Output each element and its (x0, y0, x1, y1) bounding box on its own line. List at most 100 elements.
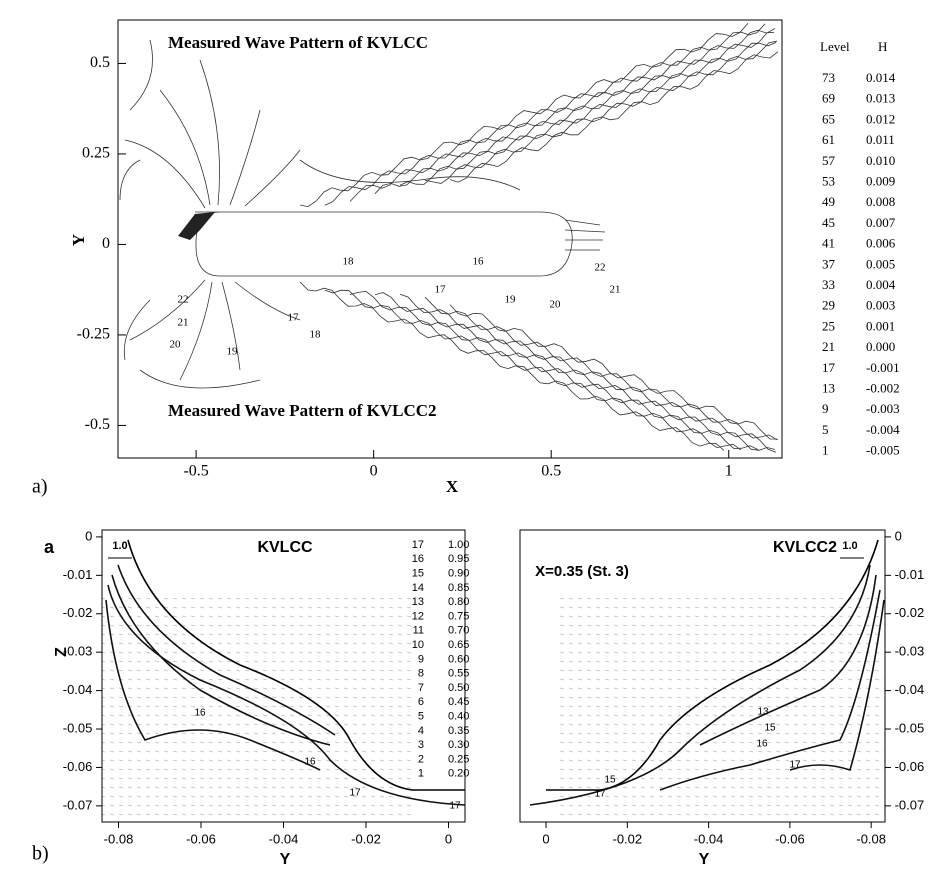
contour-label: 16 (756, 739, 768, 750)
legend-cell: 9 (822, 401, 829, 416)
y-tick-label: 0 (102, 235, 110, 252)
contour-line (124, 59, 301, 209)
legend-cell: -0.002 (866, 380, 900, 395)
legend-cell: 13 (412, 596, 424, 608)
legend-cell: 0.50 (448, 682, 469, 694)
contour-label: 16 (304, 757, 316, 768)
legend-cell: 1.00 (448, 539, 469, 551)
x-tick-label: -0.04 (694, 831, 724, 846)
y-tick-label: -0.03 (63, 644, 93, 659)
y-tick-label: -0.05 (895, 720, 925, 735)
legend-cell: 5 (418, 711, 424, 723)
contour-label: 17 (349, 788, 361, 799)
contour-label: 15 (764, 723, 776, 734)
contour-line (424, 296, 778, 441)
panel-title: Measured Wave Pattern of KVLCC (168, 33, 428, 52)
contour-line (449, 51, 779, 183)
contour-line (789, 599, 885, 772)
contour-line (105, 599, 321, 771)
contour-line (299, 22, 749, 208)
arrow-label: 1.0 (112, 540, 127, 552)
y-tick-label: -0.06 (895, 759, 925, 774)
legend-cell: 53 (822, 173, 835, 188)
legend-cell: 0.70 (448, 625, 469, 637)
contour-label: 17 (594, 789, 606, 800)
y-tick-label: -0.02 (63, 605, 93, 620)
panel-label: a) (32, 476, 48, 498)
legend-cell: 69 (822, 91, 835, 106)
legend-cell: 0.45 (448, 696, 469, 708)
vector-field (102, 598, 412, 822)
y-tick-label: 0 (895, 528, 902, 543)
legend-cell: 10 (412, 639, 424, 651)
legend-cell: 25 (822, 318, 835, 333)
legend-cell: 17 (822, 360, 836, 375)
x-tick-label: 0 (445, 831, 452, 846)
y-tick-label: -0.04 (895, 682, 925, 697)
x-tick-label: 0 (542, 831, 549, 846)
contour-label: 13 (757, 707, 769, 718)
legend-cell: 0.60 (448, 653, 469, 665)
x-tick-label: -0.08 (856, 831, 886, 846)
arrow-label: 1.0 (842, 540, 857, 552)
contour-label: 15 (604, 775, 616, 786)
legend-header: H (878, 39, 887, 54)
x-tick-label: -0.02 (612, 831, 642, 846)
x-axis-label: X (446, 477, 459, 496)
legend-cell: 12 (412, 610, 424, 622)
contour-line (699, 574, 877, 746)
x-tick-label: 0 (370, 463, 378, 480)
legend-cell: 0.000 (866, 339, 895, 354)
legend-cell: 65 (822, 111, 835, 126)
contour-label: 22 (595, 262, 606, 274)
legend-header: Level (820, 39, 850, 54)
legend-cell: 2 (418, 753, 424, 765)
legend-cell: 8 (418, 668, 424, 680)
legend-cell: 49 (822, 194, 835, 209)
vector-field (560, 598, 885, 822)
bow-wave (178, 212, 215, 240)
contour-label: 17 (789, 760, 801, 771)
y-tick-label: -0.07 (63, 797, 93, 812)
legend-cell: 14 (412, 582, 424, 594)
hull-section (546, 539, 879, 791)
x-tick-label: -0.02 (351, 831, 381, 846)
y-tick-label: -0.01 (895, 567, 925, 582)
legend-cell: 9 (418, 653, 424, 665)
legend-cell: -0.005 (866, 443, 900, 458)
contour-line (424, 40, 778, 184)
legend-cell: 41 (822, 236, 835, 251)
panel-label: b) (32, 843, 49, 865)
contour-line (324, 289, 742, 451)
panel-title: KVLCC (257, 539, 313, 556)
legend-cell: 0.004 (866, 277, 896, 292)
x-axis-label: Y (699, 851, 710, 868)
x-tick-label: 0.5 (541, 463, 561, 480)
contour-line (399, 293, 777, 453)
legend-cell: 37 (822, 256, 836, 271)
legend-cell: 0.25 (448, 753, 469, 765)
legend-cell: 15 (412, 568, 424, 580)
legend-cell: 0.001 (866, 318, 895, 333)
contour-line (449, 304, 779, 440)
contour-line (324, 23, 766, 206)
y-tick-label: -0.07 (895, 797, 925, 812)
y-tick-label: 0.25 (82, 145, 110, 162)
legend-cell: 13 (822, 380, 835, 395)
contour-label: 17 (449, 801, 461, 812)
station-label: X=0.35 (St. 3) (535, 563, 629, 580)
contour-line (399, 42, 777, 186)
contour-label: 17 (288, 312, 300, 324)
legend-cell: 0.20 (448, 768, 469, 780)
legend-cell: 0.007 (866, 215, 896, 230)
legend-cell: 0.006 (866, 236, 896, 251)
legend-cell: 0.012 (866, 111, 895, 126)
y-tick-label: -0.5 (85, 416, 110, 433)
legend-cell: 0.013 (866, 91, 895, 106)
legend-cell: 0.010 (866, 153, 895, 168)
legend-cell: 61 (822, 132, 835, 147)
contour-line (374, 292, 776, 451)
legend-cell: 0.008 (866, 194, 895, 209)
x-axis-label: Y (280, 851, 291, 868)
contour-line (111, 574, 331, 746)
